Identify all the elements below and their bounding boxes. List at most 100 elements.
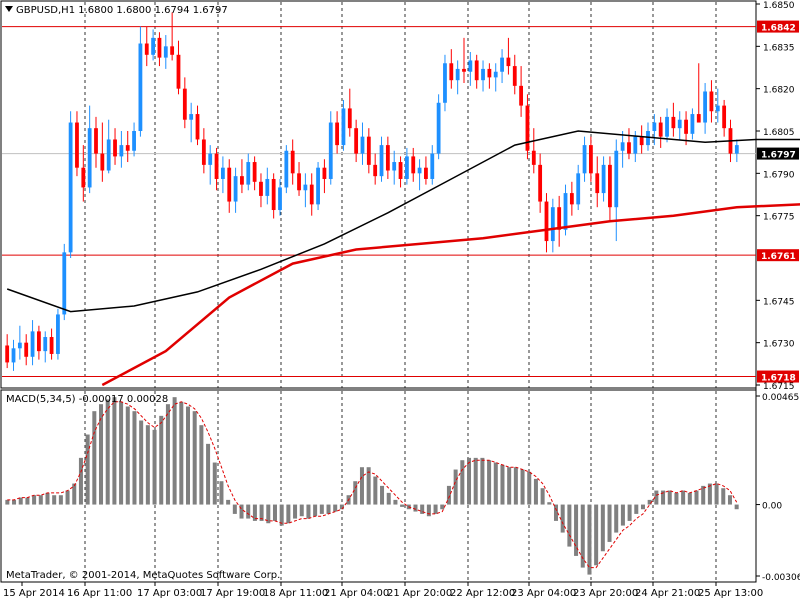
candle-body	[113, 139, 117, 157]
triangle-down-icon[interactable]	[5, 6, 13, 12]
macd-bar	[533, 478, 538, 505]
candle-body	[481, 68, 485, 81]
macd-bar	[99, 404, 104, 505]
candle-body	[424, 167, 428, 179]
macd-bar	[85, 434, 90, 505]
candle-body	[201, 139, 206, 165]
candle-body	[347, 108, 352, 129]
macd-bar	[547, 502, 552, 505]
candle-body	[500, 57, 504, 72]
macd-bar	[487, 460, 492, 505]
macd-bar	[366, 467, 371, 505]
candle-body	[100, 153, 105, 171]
macd-tick-label: -0.00306	[762, 573, 800, 583]
candle-body	[119, 145, 124, 157]
symbol-header[interactable]: GBPUSD,H1 1.6800 1.6800 1.6794 1.6797	[5, 5, 228, 16]
macd-bar	[400, 504, 405, 507]
candle-body	[309, 184, 314, 205]
macd-bar	[567, 504, 572, 547]
candle-body	[303, 184, 308, 191]
macd-title: MACD(5,34,5) -0.00017 0.00028	[6, 394, 168, 405]
current-price-box	[757, 147, 799, 160]
macd-bar	[420, 504, 425, 514]
candle-body	[550, 207, 555, 242]
candle-body	[563, 193, 568, 230]
macd-bar	[105, 399, 110, 505]
macd-bar	[139, 420, 144, 505]
macd-tick-label: 0.00465	[762, 393, 799, 403]
candle-body	[246, 162, 251, 185]
time-tick-label: 25 Apr 13:00	[698, 588, 763, 599]
macd-bar	[25, 497, 30, 505]
macd-bar	[333, 504, 338, 512]
macd-bar	[326, 504, 331, 514]
time-tick-label: 16 Apr 11:00	[67, 588, 132, 599]
macd-bar	[192, 411, 197, 505]
price-tick-label: 1.6790	[763, 170, 795, 180]
macd-bar	[694, 490, 699, 505]
price-tick-label: 1.6850	[763, 1, 795, 11]
macd-bar	[306, 504, 311, 519]
macd-bar	[185, 406, 191, 505]
macd-bar	[359, 467, 364, 505]
price-panel-frame	[0, 0, 757, 389]
candle-body	[233, 176, 238, 202]
candle-body	[557, 207, 562, 230]
candle-body	[322, 167, 327, 179]
candle-body	[220, 167, 225, 179]
macd-bar	[426, 504, 431, 517]
candle-body	[68, 122, 73, 253]
price-tick-label: 1.6805	[763, 128, 795, 138]
level-label-box	[757, 370, 799, 383]
candle-body	[297, 173, 301, 191]
candle-body	[703, 91, 708, 123]
candle-body	[614, 150, 619, 208]
time-tick-label: 24 Apr 21:00	[635, 588, 700, 599]
macd-bar	[299, 504, 304, 517]
price-tick-label: 1.6730	[763, 340, 795, 350]
macd-bar	[507, 467, 512, 505]
macd-bar	[38, 495, 43, 505]
candle-body	[284, 150, 289, 188]
macd-bar	[246, 504, 251, 519]
horizontal-levels[interactable]: 1.6842 1.6761 1.6718 1.6797	[2, 20, 799, 384]
macd-bar	[386, 492, 391, 505]
price-tick-label: 1.6745	[763, 297, 795, 307]
macd-bar	[647, 499, 652, 505]
macd-bar	[480, 457, 485, 505]
candle-body	[87, 128, 92, 188]
macd-bar	[293, 504, 298, 519]
macd-bar	[279, 504, 284, 526]
macd-bar	[259, 504, 264, 521]
price-tick-label: 1.6715	[763, 382, 795, 392]
candle-body	[404, 156, 409, 179]
macd-bar	[594, 504, 599, 566]
current-price-label: 1.6797	[761, 151, 796, 161]
macd-bar	[413, 504, 418, 512]
macd-bar	[78, 457, 83, 505]
candle-body	[195, 114, 200, 140]
candle-body	[94, 128, 98, 154]
candle-body	[252, 162, 257, 182]
candle-body	[639, 136, 644, 146]
level-label: 1.6842	[761, 24, 796, 34]
candle-body	[189, 114, 194, 120]
macd-bar	[607, 504, 612, 542]
candlestick-series	[5, 12, 739, 371]
candle-body	[715, 105, 720, 112]
candle-body	[690, 114, 695, 134]
macd-bar	[687, 492, 692, 505]
macd-bar	[252, 504, 257, 521]
macd-bar	[553, 504, 559, 521]
macd-bar	[65, 490, 70, 505]
macd-bar	[339, 504, 344, 510]
candle-body	[271, 178, 276, 211]
candle-body	[11, 348, 16, 363]
candle-body	[379, 145, 384, 177]
price-scale: 1.6850 1.6835 1.6820 1.6805 1.6790 1.6775 1.67…	[756, 1, 795, 392]
price-tick-label: 1.6835	[763, 43, 795, 53]
candle-body	[354, 128, 359, 154]
candle-body	[569, 193, 574, 205]
